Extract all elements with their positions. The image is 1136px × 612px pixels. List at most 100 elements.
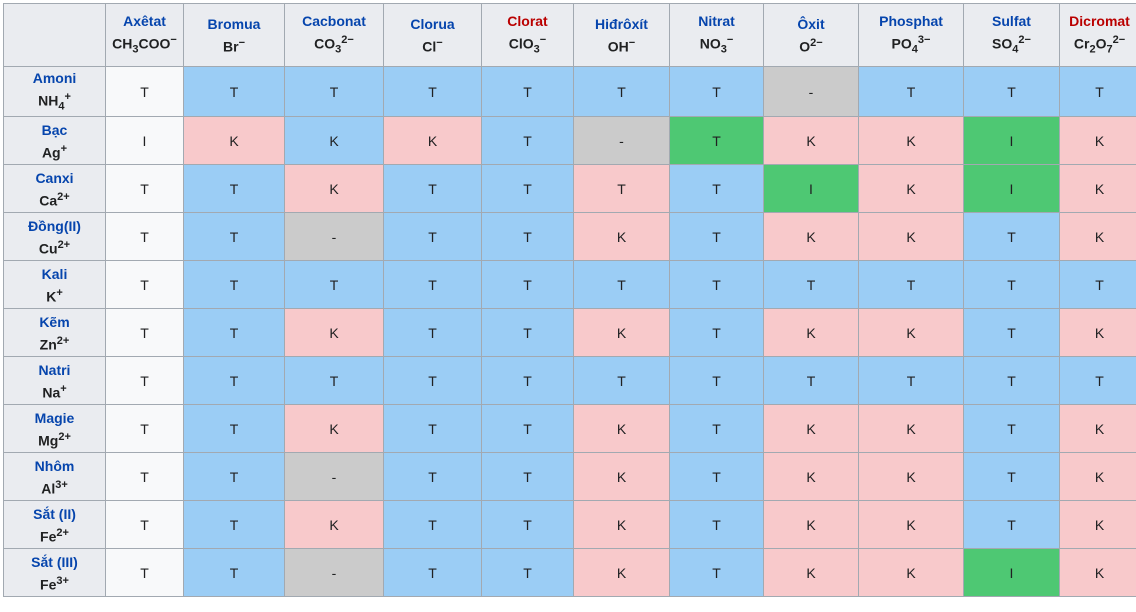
cation-name-link[interactable]: Sắt (II) <box>33 506 76 523</box>
cation-name-link[interactable]: Đồng(II) <box>28 218 81 235</box>
column-header: Hiđrôxít OH− <box>573 3 670 67</box>
solubility-cell: K <box>763 404 859 454</box>
solubility-cell: T <box>481 548 574 598</box>
cation-name-link[interactable]: Nhôm <box>34 458 75 475</box>
solubility-cell: K <box>858 548 964 598</box>
row-header: Kẽm Zn2+ <box>3 308 106 358</box>
solubility-cell: T <box>183 452 285 502</box>
solubility-cell: K <box>573 548 670 598</box>
solubility-cell: T <box>963 260 1060 310</box>
solubility-cell: T <box>573 164 670 214</box>
solubility-cell: K <box>284 164 384 214</box>
anion-name-link[interactable]: Clorat <box>507 13 548 30</box>
solubility-cell: K <box>1059 116 1136 166</box>
table-body: Amoni NH4+ T T T T T T T - T T T Bạc Ag+ I K K K T - T K K I K Can… <box>3 65 1136 598</box>
table-row: Natri Na+ T T T T T T T T T T T <box>3 356 1136 406</box>
anion-formula: Cr2O72− <box>1073 34 1126 56</box>
solubility-cell: K <box>858 404 964 454</box>
solubility-cell: T <box>105 164 184 214</box>
cation-formula: Al3+ <box>41 479 68 497</box>
solubility-cell: K <box>858 164 964 214</box>
anion-formula: NO3− <box>699 34 734 56</box>
solubility-cell: T <box>858 356 964 406</box>
solubility-cell: T <box>284 260 384 310</box>
column-header: Bromua Br− <box>183 3 285 67</box>
solubility-cell: T <box>481 308 574 358</box>
row-header: Magie Mg2+ <box>3 404 106 454</box>
cation-name-link[interactable]: Kali <box>41 266 68 283</box>
solubility-cell: K <box>1059 548 1136 598</box>
cation-name-link[interactable]: Kẽm <box>39 314 70 331</box>
anion-name-link[interactable]: Sulfat <box>992 13 1031 30</box>
cation-name-link[interactable]: Magie <box>34 410 75 427</box>
table-row: Amoni NH4+ T T T T T T T - T T T <box>3 65 1136 118</box>
table-row: Canxi Ca2+ T T K T T T T I K I K <box>3 164 1136 214</box>
anion-formula: O2− <box>799 37 823 55</box>
solubility-cell: I <box>963 548 1060 598</box>
row-header: Kali K+ <box>3 260 106 310</box>
solubility-cell: T <box>481 116 574 166</box>
solubility-cell: T <box>383 452 482 502</box>
anion-name-link[interactable]: Axêtat <box>123 13 166 30</box>
cation-name-link[interactable]: Bạc <box>41 122 68 139</box>
solubility-cell: T <box>183 65 285 118</box>
solubility-cell: T <box>383 65 482 118</box>
solubility-cell: I <box>963 116 1060 166</box>
solubility-cell: T <box>383 164 482 214</box>
solubility-cell: T <box>669 65 764 118</box>
solubility-cell: T <box>669 404 764 454</box>
solubility-cell: K <box>858 212 964 262</box>
cation-name-link[interactable]: Amoni <box>32 70 77 86</box>
solubility-cell: T <box>963 308 1060 358</box>
cation-name-link[interactable]: Canxi <box>35 170 74 187</box>
solubility-cell: T <box>383 500 482 550</box>
solubility-cell: T <box>963 500 1060 550</box>
column-header: Cacbonat CO32− <box>284 3 384 67</box>
solubility-cell: K <box>573 500 670 550</box>
anion-name-link[interactable]: Dicromat <box>1069 13 1130 30</box>
solubility-cell: T <box>105 356 184 406</box>
solubility-cell: K <box>1059 308 1136 358</box>
cation-formula: Cu2+ <box>38 239 71 257</box>
table-row: Magie Mg2+ T T K T T K T K K T K <box>3 404 1136 454</box>
anion-name-link[interactable]: Nitrat <box>698 13 735 30</box>
solubility-cell: K <box>573 404 670 454</box>
solubility-cell: I <box>105 116 184 166</box>
solubility-cell: K <box>1059 500 1136 550</box>
anion-name-link[interactable]: Phosphat <box>879 13 943 30</box>
solubility-cell: T <box>669 164 764 214</box>
cation-formula: Ag+ <box>41 143 68 161</box>
solubility-cell: K <box>284 308 384 358</box>
solubility-cell: T <box>105 404 184 454</box>
anion-name-link[interactable]: Cacbonat <box>302 13 366 30</box>
solubility-cell: T <box>1059 65 1136 118</box>
solubility-cell: K <box>1059 452 1136 502</box>
solubility-cell: K <box>383 116 482 166</box>
cation-name-link[interactable]: Natri <box>38 362 71 379</box>
solubility-cell: T <box>383 548 482 598</box>
solubility-cell: T <box>183 308 285 358</box>
solubility-cell: K <box>763 548 859 598</box>
solubility-cell: T <box>284 65 384 118</box>
solubility-cell: T <box>105 65 184 118</box>
solubility-cell: T <box>963 404 1060 454</box>
solubility-cell: T <box>669 260 764 310</box>
column-header: Dicromat Cr2O72− <box>1059 3 1136 67</box>
anion-name-link[interactable]: Hiđrôxít <box>595 16 648 33</box>
cation-name-link[interactable]: Sắt (III) <box>31 554 78 571</box>
anion-name-link[interactable]: Clorua <box>410 16 455 33</box>
solubility-cell: T <box>481 260 574 310</box>
anion-formula: PO43− <box>891 34 931 56</box>
anion-name-link[interactable]: Ôxit <box>797 16 825 33</box>
solubility-cell: T <box>105 212 184 262</box>
solubility-cell: T <box>1059 356 1136 406</box>
table-head: Axêtat CH3COO− Bromua Br− Cacbonat CO32− Cloru… <box>3 3 1136 67</box>
solubility-cell: T <box>481 356 574 406</box>
solubility-cell: T <box>105 500 184 550</box>
solubility-cell: T <box>669 116 764 166</box>
anion-name-link[interactable]: Bromua <box>207 16 261 33</box>
solubility-cell: K <box>183 116 285 166</box>
solubility-cell: K <box>284 500 384 550</box>
solubility-cell: T <box>669 452 764 502</box>
corner-cell <box>3 3 106 67</box>
